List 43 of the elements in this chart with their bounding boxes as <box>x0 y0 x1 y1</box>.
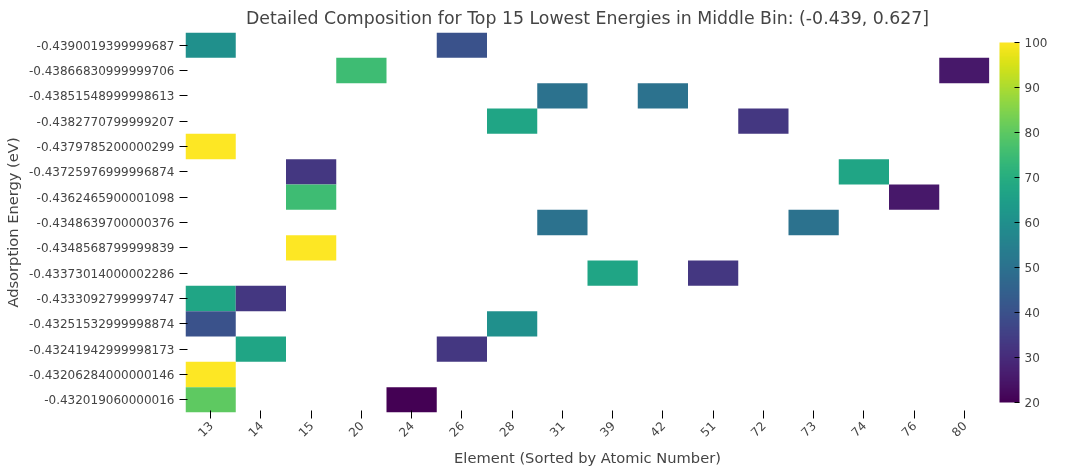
y-tick-label: -0.43251532999998874 <box>28 317 175 332</box>
y-tick-label: -0.43725976999996874 <box>28 165 175 180</box>
y-axis-title: Adsorption Energy (eV) <box>3 137 21 308</box>
x-tick-label: 76 <box>898 418 920 440</box>
y-tick-label: -0.4362465900001098 <box>36 190 175 205</box>
x-axis-title: Element (Sorted by Atomic Number) <box>454 448 721 466</box>
y-tick-label: -0.43206284000000146 <box>28 368 175 382</box>
x-tick-label: 15 <box>295 418 317 440</box>
y-tick-label: -0.4379785200000299 <box>36 140 175 154</box>
x-tick-label: 74 <box>848 418 870 440</box>
y-tick-label: -0.4382770799999207 <box>36 114 175 129</box>
y-tick-label: -0.4348568799999839 <box>36 241 175 256</box>
y-tick-label: -0.43241942999998173 <box>28 342 175 357</box>
color-bar-label: 60 <box>1024 216 1040 230</box>
color-bar-label: 20 <box>1024 396 1040 410</box>
color-bar-label: 30 <box>1024 351 1040 365</box>
x-tick-label: 80 <box>948 418 970 440</box>
color-bar-label: 70 <box>1024 171 1040 185</box>
x-tick-label: 42 <box>647 418 669 440</box>
x-tick-label: 73 <box>798 418 819 440</box>
color-bar-label: 90 <box>1024 81 1040 95</box>
x-tick-label: 20 <box>345 418 367 440</box>
x-tick-label: 31 <box>546 418 568 440</box>
y-tick-label: -0.4333092799999747 <box>36 292 175 306</box>
x-tick-label: 14 <box>245 418 267 440</box>
y-tick-label: -0.432019060000016 <box>44 393 175 408</box>
color-bar-label: 100 <box>1024 36 1048 50</box>
chart-title: Detailed Composition for Top 15 Lowest Energies in Middle Bin: (-0.439, 0.627] <box>245 7 930 28</box>
color-bar-label: 40 <box>1024 306 1040 320</box>
color-bar-label: 80 <box>1024 126 1040 140</box>
y-tick-label: -0.4390019399999687 <box>36 38 175 53</box>
x-tick-label: 28 <box>496 418 518 440</box>
y-tick-label: -0.43373014000002286 <box>28 266 175 281</box>
x-tick-label: 39 <box>597 418 618 440</box>
x-tick-label: 51 <box>697 418 719 440</box>
x-tick-label: 72 <box>747 418 769 440</box>
y-tick-label: -0.43851548999998613 <box>28 89 175 104</box>
x-tick-label: 24 <box>396 418 417 440</box>
x-tick-label: 13 <box>195 418 216 440</box>
y-tick-label: -0.4348639700000376 <box>36 216 175 230</box>
color-bar-label: 50 <box>1024 261 1040 275</box>
x-tick-label: 26 <box>446 418 468 440</box>
y-tick-label: -0.43866830999999706 <box>28 64 175 78</box>
